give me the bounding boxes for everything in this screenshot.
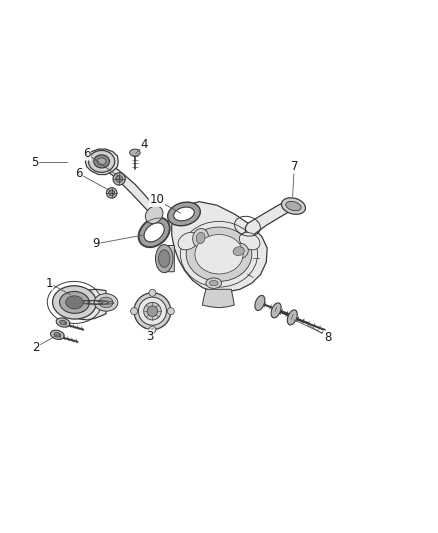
Ellipse shape: [173, 207, 194, 221]
Ellipse shape: [66, 296, 83, 309]
Circle shape: [109, 190, 115, 196]
Text: 6: 6: [83, 147, 91, 160]
Ellipse shape: [144, 223, 164, 242]
Ellipse shape: [168, 202, 200, 226]
Text: 1: 1: [45, 277, 53, 289]
Circle shape: [116, 175, 123, 182]
Circle shape: [149, 326, 156, 333]
Ellipse shape: [54, 333, 61, 337]
Ellipse shape: [206, 278, 222, 288]
Polygon shape: [202, 289, 234, 308]
Polygon shape: [245, 200, 294, 235]
Circle shape: [106, 188, 117, 198]
Text: 4: 4: [141, 138, 148, 151]
Ellipse shape: [233, 247, 244, 256]
Ellipse shape: [240, 232, 260, 250]
Text: 9: 9: [92, 237, 100, 250]
Circle shape: [138, 297, 166, 325]
Ellipse shape: [195, 235, 243, 274]
Polygon shape: [172, 201, 267, 292]
Ellipse shape: [229, 243, 248, 259]
Ellipse shape: [255, 295, 265, 310]
Ellipse shape: [60, 320, 67, 325]
Text: 3: 3: [146, 330, 153, 343]
Circle shape: [167, 308, 174, 314]
Ellipse shape: [130, 149, 140, 156]
Circle shape: [134, 293, 171, 329]
Text: 2: 2: [32, 341, 40, 353]
Polygon shape: [106, 167, 158, 217]
Circle shape: [144, 302, 161, 320]
Ellipse shape: [145, 206, 163, 224]
Ellipse shape: [186, 227, 252, 281]
Ellipse shape: [209, 280, 218, 286]
Ellipse shape: [99, 297, 113, 308]
Ellipse shape: [88, 150, 115, 172]
Ellipse shape: [138, 217, 170, 247]
Polygon shape: [85, 149, 118, 174]
Polygon shape: [162, 246, 174, 272]
Ellipse shape: [53, 286, 96, 319]
Text: 10: 10: [149, 193, 164, 206]
Ellipse shape: [193, 229, 208, 248]
Text: 6: 6: [75, 167, 83, 180]
Circle shape: [131, 308, 138, 314]
Text: 5: 5: [32, 156, 39, 169]
Ellipse shape: [155, 245, 173, 273]
Circle shape: [147, 306, 158, 317]
Ellipse shape: [196, 232, 205, 244]
Ellipse shape: [178, 232, 198, 250]
Ellipse shape: [56, 318, 70, 327]
Polygon shape: [68, 289, 106, 320]
Ellipse shape: [271, 303, 281, 318]
Ellipse shape: [282, 198, 305, 214]
Text: 8: 8: [324, 331, 331, 344]
Text: 7: 7: [290, 160, 298, 173]
Ellipse shape: [287, 310, 297, 325]
Circle shape: [113, 173, 125, 185]
Ellipse shape: [94, 155, 110, 168]
Ellipse shape: [50, 330, 64, 340]
Ellipse shape: [286, 201, 301, 211]
Ellipse shape: [97, 158, 106, 165]
Circle shape: [149, 289, 156, 296]
Ellipse shape: [60, 292, 89, 313]
Ellipse shape: [94, 294, 118, 311]
Ellipse shape: [159, 250, 170, 268]
